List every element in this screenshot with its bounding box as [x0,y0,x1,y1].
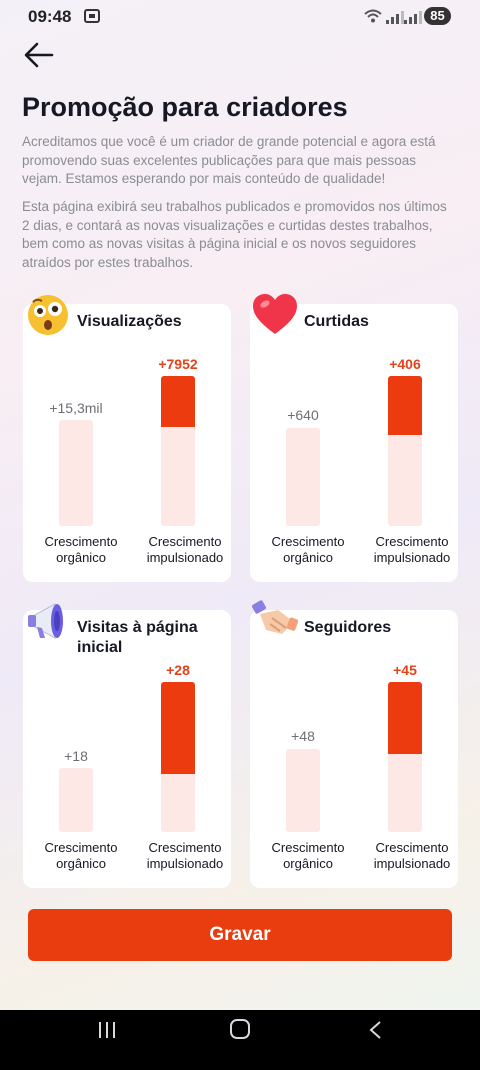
organic-value: +48 [291,728,315,744]
nav-back-icon[interactable] [368,1020,382,1040]
organic-label: Crescimento orgânico [271,840,345,871]
boosted-bar-fill [161,376,195,427]
boosted-label: Crescimento impulsionado [373,840,451,871]
record-button[interactable]: Gravar [28,909,452,961]
organic-value: +18 [64,748,88,764]
boosted-label: Crescimento impulsionado [146,840,224,871]
organic-label: Crescimento orgânico [271,534,345,565]
boosted-bar [388,682,422,832]
page-description-1: Acreditamos que você é um criador de gra… [22,134,436,186]
metric-card-followers: Seguidores +48 +45 Crescimento orgânico … [250,600,458,888]
megaphone-emoji-icon [28,603,63,639]
screen-capture-icon [84,9,100,23]
back-arrow-icon[interactable] [22,40,56,70]
boosted-bar [388,376,422,526]
home-icon[interactable] [230,1019,250,1039]
boosted-bar [161,682,195,832]
organic-bar [286,749,320,832]
boosted-bar-fill [161,682,195,774]
recent-apps-icon[interactable] [97,1021,117,1039]
organic-bar [59,768,93,832]
signal-icon-2 [404,10,422,24]
organic-value: +640 [287,407,319,423]
handshake-emoji-icon [252,600,298,634]
status-time: 09:48 [28,7,72,26]
boosted-value: +7952 [158,356,198,372]
boosted-value: +45 [393,662,417,678]
card-title: Visualizações [77,313,182,330]
organic-label: Crescimento orgânico [44,534,118,565]
card-title: Visitas à página inicial [77,619,198,656]
page-description-2: Esta página exibirá seu trabalhos public… [22,199,447,270]
boosted-value: +28 [166,662,190,678]
metric-card-views: Visualizações +15,3mil +7952 Crescimento… [23,295,231,582]
card-title: Curtidas [304,313,369,330]
boosted-value: +406 [389,356,421,372]
organic-bar [286,428,320,526]
metric-card-likes: Curtidas +640 +406 Crescimento orgânico … [250,294,458,582]
boosted-bar [161,376,195,526]
surprised-face-emoji-icon [28,295,68,335]
boosted-bar-fill [388,682,422,754]
organic-label: Crescimento orgânico [44,840,118,871]
signal-icon [386,10,404,24]
organic-value: +15,3mil [49,400,103,416]
status-bar: 09:48 85 [0,0,480,34]
boosted-bar-fill [388,376,422,435]
battery-indicator: 85 [424,7,451,25]
wifi-icon [364,9,382,23]
organic-bar [59,420,93,526]
page-title: Promoção para criadores [22,92,348,122]
card-title: Seguidores [304,619,392,636]
metric-card-profile-visits: Visitas à página inicial +18 +28 Crescim… [23,603,231,888]
heart-emoji-icon [253,294,297,334]
boosted-label: Crescimento impulsionado [146,534,224,565]
boosted-label: Crescimento impulsionado [373,534,451,565]
